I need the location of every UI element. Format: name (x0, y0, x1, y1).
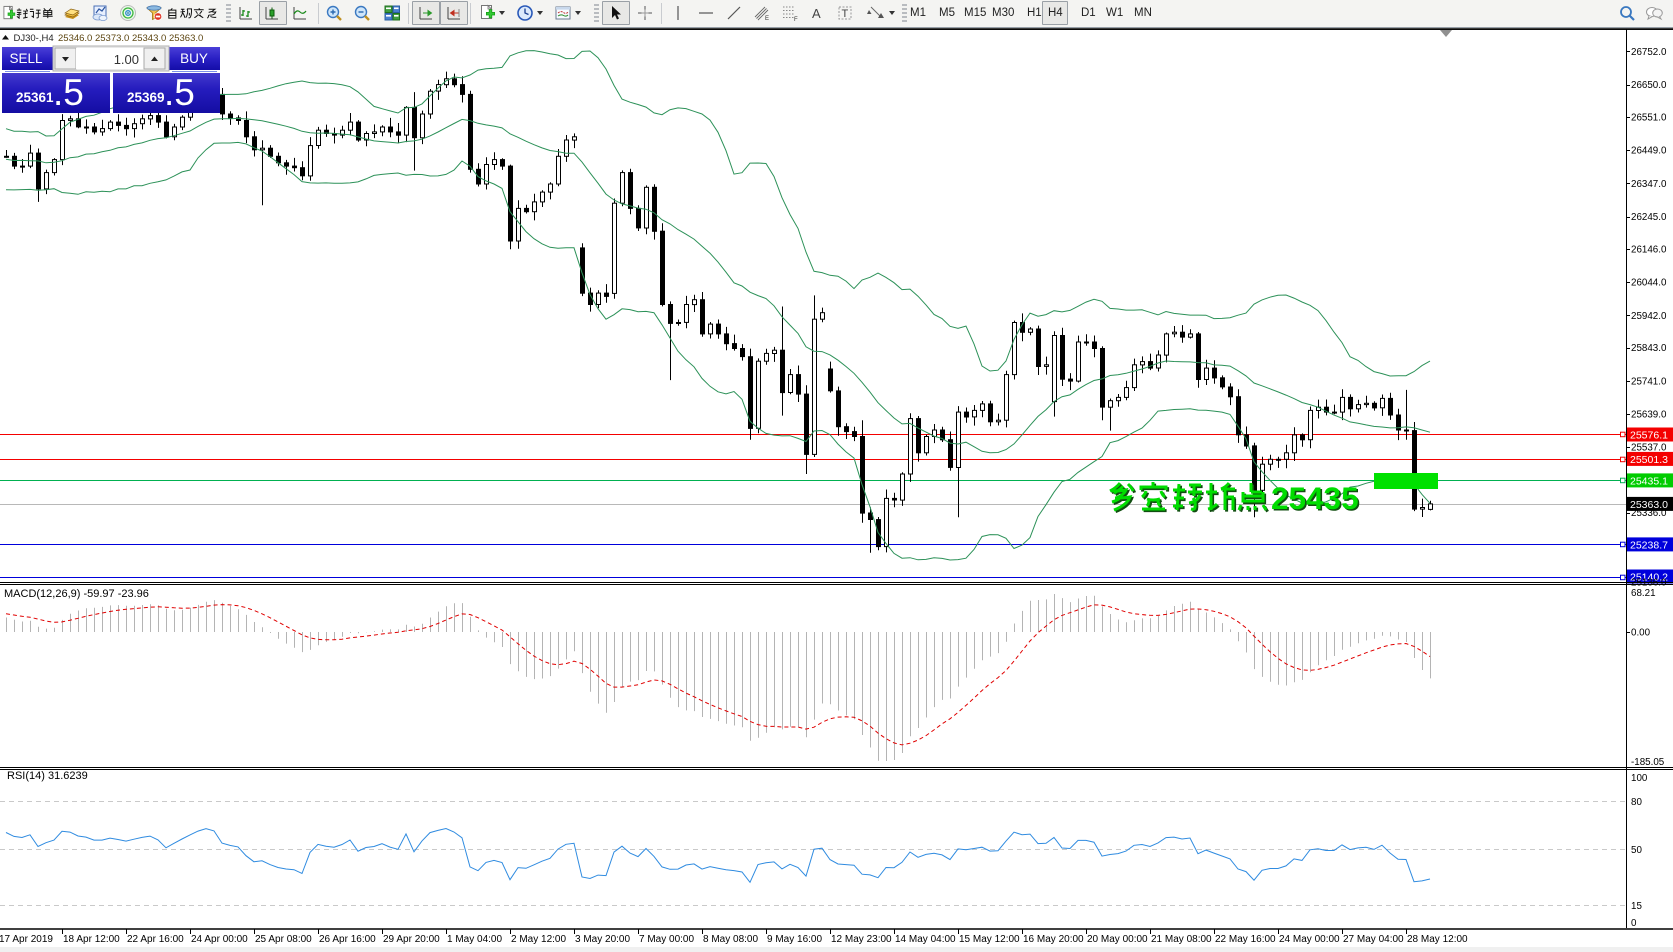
svg-text:25537.0: 25537.0 (1631, 443, 1667, 454)
svg-text:25346.0 25373.0 25343.0 25363.: 25346.0 25373.0 25343.0 25363.0 (58, 33, 203, 44)
svg-text:25741.0: 25741.0 (1631, 376, 1667, 387)
svg-text:25435.1: 25435.1 (1630, 475, 1668, 487)
svg-text:20 May 00:00: 20 May 00:00 (1087, 934, 1148, 945)
svg-text:3 May 20:00: 3 May 20:00 (575, 934, 630, 945)
svg-text:16 May 20:00: 16 May 20:00 (1023, 934, 1084, 945)
svg-text:A: A (812, 6, 821, 21)
svg-text:7 May 00:00: 7 May 00:00 (639, 934, 694, 945)
svg-text:15 May 12:00: 15 May 12:00 (959, 934, 1020, 945)
svg-text:25361: 25361 (16, 90, 54, 105)
svg-text:27 May 04:00: 27 May 04:00 (1343, 934, 1404, 945)
svg-text:SELL: SELL (9, 51, 43, 66)
svg-text:1 May 04:00: 1 May 04:00 (447, 934, 502, 945)
svg-text:25843.0: 25843.0 (1631, 343, 1667, 354)
svg-text:22 May 16:00: 22 May 16:00 (1215, 934, 1276, 945)
svg-text:18 Apr 12:00: 18 Apr 12:00 (63, 934, 120, 945)
svg-text:BUY: BUY (180, 51, 208, 66)
svg-text:100: 100 (1631, 773, 1648, 784)
svg-text:50: 50 (1631, 845, 1642, 856)
svg-text:28 May 12:00: 28 May 12:00 (1407, 934, 1468, 945)
svg-text:-185.05: -185.05 (1631, 757, 1665, 768)
svg-text:15: 15 (1631, 901, 1642, 912)
svg-text:2 May 12:00: 2 May 12:00 (511, 934, 566, 945)
svg-text:26347.0: 26347.0 (1631, 179, 1667, 190)
svg-text:E: E (765, 16, 769, 22)
svg-text:25 Apr 08:00: 25 Apr 08:00 (255, 934, 312, 945)
svg-text:26146.0: 26146.0 (1631, 244, 1667, 255)
svg-text:25501.3: 25501.3 (1630, 454, 1668, 466)
svg-text:0: 0 (1631, 918, 1637, 929)
svg-text:26650.0: 26650.0 (1631, 80, 1667, 91)
svg-text:25435: 25435 (1273, 482, 1361, 518)
svg-text:1.00: 1.00 (114, 52, 139, 67)
svg-text:25942.0: 25942.0 (1631, 311, 1667, 322)
svg-text:25238.7: 25238.7 (1630, 539, 1668, 551)
svg-text:22 Apr 16:00: 22 Apr 16:00 (127, 934, 184, 945)
svg-text:26752.0: 26752.0 (1631, 47, 1667, 58)
svg-text:25140.2: 25140.2 (1630, 572, 1668, 584)
svg-text:25576.1: 25576.1 (1630, 430, 1668, 442)
svg-text:.5: .5 (164, 72, 195, 113)
svg-text:24 May 00:00: 24 May 00:00 (1279, 934, 1340, 945)
svg-text:T: T (842, 8, 849, 20)
svg-text:26449.0: 26449.0 (1631, 146, 1667, 157)
svg-text:25639.0: 25639.0 (1631, 410, 1667, 421)
svg-text:26044.0: 26044.0 (1631, 278, 1667, 289)
svg-text:12 May 23:00: 12 May 23:00 (831, 934, 892, 945)
svg-text:RSI(14) 31.6239: RSI(14) 31.6239 (7, 770, 88, 782)
svg-text:9 May 16:00: 9 May 16:00 (767, 934, 822, 945)
svg-text:26551.0: 26551.0 (1631, 112, 1667, 123)
svg-text:DJ30-,H4: DJ30-,H4 (14, 33, 54, 44)
svg-text:0.00: 0.00 (1631, 628, 1651, 639)
svg-text:17 Apr 2019: 17 Apr 2019 (0, 934, 53, 945)
svg-text:24 Apr 00:00: 24 Apr 00:00 (191, 934, 248, 945)
svg-text:26 Apr 16:00: 26 Apr 16:00 (319, 934, 376, 945)
svg-text:F: F (794, 17, 798, 22)
svg-text:68.21: 68.21 (1631, 588, 1656, 599)
svg-text:25363.0: 25363.0 (1630, 499, 1668, 511)
svg-text:80: 80 (1631, 797, 1642, 808)
svg-text:25369: 25369 (127, 90, 165, 105)
svg-text:29 Apr 20:00: 29 Apr 20:00 (383, 934, 440, 945)
svg-text:25336.0: 25336.0 (1631, 508, 1667, 519)
svg-text:26245.0: 26245.0 (1631, 212, 1667, 223)
svg-text:MACD(12,26,9) -59.97 -23.96: MACD(12,26,9) -59.97 -23.96 (4, 588, 149, 600)
svg-text:.5: .5 (53, 72, 84, 113)
svg-text:21 May 08:00: 21 May 08:00 (1151, 934, 1212, 945)
svg-text:14 May 04:00: 14 May 04:00 (895, 934, 956, 945)
svg-text:25435: 25435 (1271, 480, 1359, 516)
svg-text:8 May 08:00: 8 May 08:00 (703, 934, 758, 945)
